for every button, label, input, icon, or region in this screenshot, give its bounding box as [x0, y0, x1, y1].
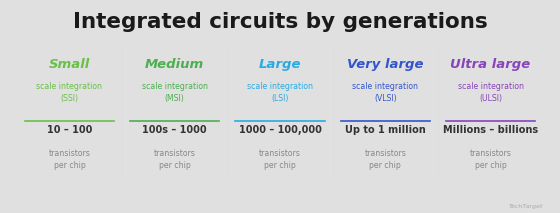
Text: scale integration
(SSI): scale integration (SSI): [36, 82, 102, 103]
Text: 1000 – 100,000: 1000 – 100,000: [239, 125, 321, 135]
Text: transistors
per chip: transistors per chip: [365, 149, 406, 170]
Text: transistors
per chip: transistors per chip: [49, 149, 90, 170]
Text: scale integration
(LSI): scale integration (LSI): [247, 82, 313, 103]
Text: scale integration
(ULSI): scale integration (ULSI): [458, 82, 524, 103]
Text: transistors
per chip: transistors per chip: [154, 149, 195, 170]
Text: Large: Large: [259, 58, 301, 71]
Text: scale integration
(MSI): scale integration (MSI): [142, 82, 208, 103]
Text: Millions – billions: Millions – billions: [443, 125, 538, 135]
Text: 100s – 1000: 100s – 1000: [142, 125, 207, 135]
Text: transistors
per chip: transistors per chip: [470, 149, 511, 170]
Text: transistors
per chip: transistors per chip: [259, 149, 301, 170]
Text: Ultra large: Ultra large: [450, 58, 531, 71]
Text: 10 – 100: 10 – 100: [46, 125, 92, 135]
Text: Integrated circuits by generations: Integrated circuits by generations: [73, 12, 487, 32]
Text: Small: Small: [49, 58, 90, 71]
Text: Medium: Medium: [145, 58, 204, 71]
Text: TechTarget: TechTarget: [508, 204, 543, 209]
Text: scale integration
(VLSI): scale integration (VLSI): [352, 82, 418, 103]
Text: Up to 1 million: Up to 1 million: [345, 125, 426, 135]
Text: Very large: Very large: [347, 58, 423, 71]
